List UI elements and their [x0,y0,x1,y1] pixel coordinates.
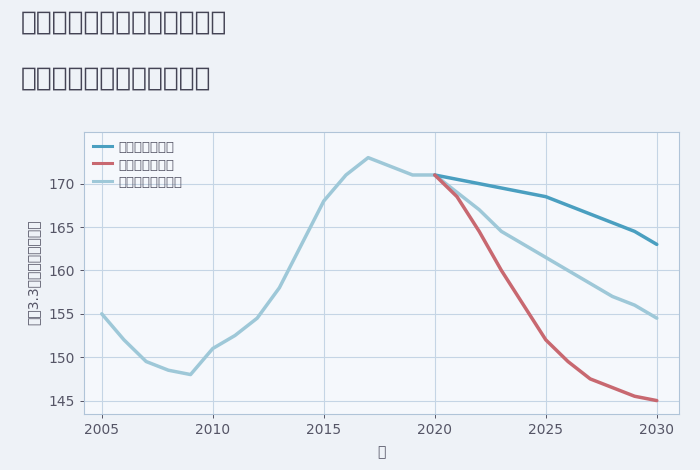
ノーマルシナリオ [564,267,572,273]
Y-axis label: 平（3.3㎡）単価（万円）: 平（3.3㎡）単価（万円） [26,220,40,325]
ノーマルシナリオ [186,372,195,377]
ノーマルシナリオ [275,285,284,290]
グッドシナリオ [652,242,661,247]
ノーマルシナリオ [209,346,217,352]
ノーマルシナリオ [164,368,173,373]
バッドシナリオ [430,172,439,178]
ノーマルシナリオ [320,198,328,204]
ノーマルシナリオ [97,311,106,317]
ノーマルシナリオ [364,155,372,160]
ノーマルシナリオ [120,337,128,343]
ノーマルシナリオ [142,359,150,364]
グッドシナリオ [631,228,639,234]
ノーマルシナリオ [519,242,528,247]
グッドシナリオ [519,189,528,195]
ノーマルシナリオ [586,281,594,286]
ノーマルシナリオ [342,172,350,178]
バッドシナリオ [608,385,617,391]
Line: グッドシナリオ: グッドシナリオ [435,175,657,244]
バッドシナリオ [586,376,594,382]
バッドシナリオ [631,393,639,399]
バッドシナリオ [652,398,661,403]
Line: ノーマルシナリオ: ノーマルシナリオ [102,157,657,375]
バッドシナリオ [497,267,505,273]
ノーマルシナリオ [497,228,505,234]
ノーマルシナリオ [608,294,617,299]
ノーマルシナリオ [475,207,484,212]
バッドシナリオ [453,194,461,199]
ノーマルシナリオ [542,255,550,260]
Line: バッドシナリオ: バッドシナリオ [435,175,657,400]
ノーマルシナリオ [631,302,639,308]
バッドシナリオ [564,359,572,364]
バッドシナリオ [519,302,528,308]
ノーマルシナリオ [253,315,261,321]
Legend: グッドシナリオ, バッドシナリオ, ノーマルシナリオ: グッドシナリオ, バッドシナリオ, ノーマルシナリオ [90,138,185,192]
バッドシナリオ [475,228,484,234]
ノーマルシナリオ [408,172,416,178]
ノーマルシナリオ [231,333,239,338]
ノーマルシナリオ [453,189,461,195]
グッドシナリオ [453,177,461,182]
ノーマルシナリオ [386,164,395,169]
ノーマルシナリオ [298,242,306,247]
バッドシナリオ [542,337,550,343]
ノーマルシナリオ [430,172,439,178]
Text: 中古マンションの価格推移: 中古マンションの価格推移 [21,66,211,92]
Text: 兵庫県西宮市上ヶ原四番町の: 兵庫県西宮市上ヶ原四番町の [21,9,228,35]
グッドシナリオ [430,172,439,178]
X-axis label: 年: 年 [377,445,386,459]
グッドシナリオ [608,220,617,226]
グッドシナリオ [475,181,484,187]
グッドシナリオ [497,185,505,191]
グッドシナリオ [564,203,572,208]
ノーマルシナリオ [652,315,661,321]
グッドシナリオ [542,194,550,199]
グッドシナリオ [586,211,594,217]
